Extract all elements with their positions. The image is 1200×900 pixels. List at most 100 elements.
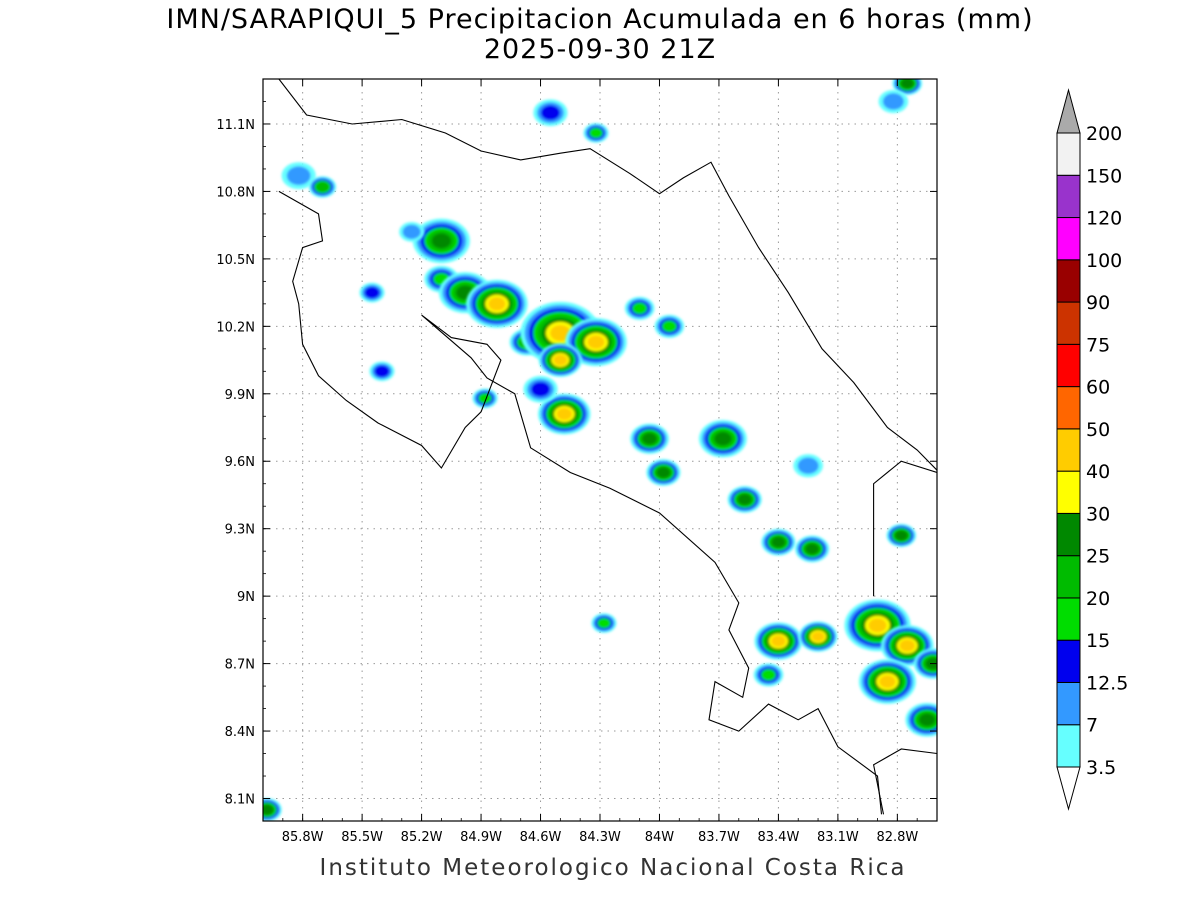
rain-cell xyxy=(399,222,425,242)
legend-swatch xyxy=(1056,512,1081,557)
legend-swatch xyxy=(1056,174,1081,219)
rain-cell xyxy=(793,454,823,478)
coastline xyxy=(278,79,937,471)
legend-level-label: 7 xyxy=(1086,715,1098,737)
rain-contour-25 xyxy=(642,433,657,445)
x-tick-label: 83.4W xyxy=(758,830,800,845)
x-tick-label: 83.7W xyxy=(698,830,740,845)
x-tick-label: 84W xyxy=(645,830,675,845)
coastline xyxy=(872,748,937,815)
y-tick-label: 8.4N xyxy=(225,725,255,740)
x-tick-label: 85.2W xyxy=(401,830,443,845)
legend-level-label: 3.5 xyxy=(1086,757,1116,779)
rain-contour-25 xyxy=(714,432,732,446)
rain-cell xyxy=(466,279,528,328)
coastline xyxy=(873,460,937,597)
rain-contour-40 xyxy=(587,335,605,349)
rain-contour-40 xyxy=(488,297,506,311)
x-tick-label: 84.3W xyxy=(579,830,621,845)
legend-level-label: 20 xyxy=(1086,588,1110,610)
rain-cell xyxy=(727,486,762,513)
y-tick-label: 9.9N xyxy=(225,388,255,403)
rain-cell xyxy=(798,621,838,652)
rain-cell xyxy=(754,622,803,660)
legend-swatch xyxy=(1056,132,1081,176)
legend-underflow-triangle xyxy=(1056,766,1081,811)
chart-title: IMN/SARAPIQUI_5 Precipitacion Acumulada … xyxy=(166,4,1034,35)
rain-cell xyxy=(753,663,784,687)
rain-cell xyxy=(412,218,470,264)
rain-contour-12-5 xyxy=(531,381,551,397)
rain-contour-15 xyxy=(632,302,648,315)
rain-contour-25 xyxy=(656,467,671,478)
rain-contour-40 xyxy=(553,354,568,366)
legend-level-label: 15 xyxy=(1086,630,1110,652)
legend-swatch xyxy=(1056,470,1081,514)
rain-contour-20 xyxy=(316,181,329,192)
rain-contour-15 xyxy=(597,617,611,629)
legend-swatch xyxy=(1056,301,1081,345)
legend-level-label: 12.5 xyxy=(1086,672,1128,694)
y-tick-label: 10.2N xyxy=(216,320,255,335)
rain-contour-15 xyxy=(478,393,492,404)
color-legend: 3.5 7 12.5 15 20 25 30 40 50 60 75 90 100 120 150 200 xyxy=(1056,88,1128,811)
legend-level-label: 50 xyxy=(1086,419,1110,441)
rain-cell xyxy=(538,393,591,435)
y-tick-label: 10.8N xyxy=(216,185,255,200)
rain-contour-25 xyxy=(737,494,752,505)
coastlines xyxy=(278,79,937,815)
x-tick-label: 84.9W xyxy=(460,830,502,845)
rain-cell xyxy=(858,659,916,704)
rain-cell xyxy=(538,343,583,378)
rain-contour-15 xyxy=(761,669,776,681)
coastline xyxy=(278,190,883,815)
legend-level-label: 200 xyxy=(1086,123,1122,145)
rain-contour-25 xyxy=(901,79,914,89)
y-tick-label: 8.1N xyxy=(225,793,255,808)
rain-contour-40 xyxy=(868,618,887,633)
legend-swatch xyxy=(1056,639,1081,683)
precipitation-field xyxy=(263,79,937,821)
rain-contour-25 xyxy=(919,713,935,726)
rain-cell xyxy=(281,162,316,190)
rain-contour-7 xyxy=(402,224,421,239)
rain-contour-7 xyxy=(286,166,311,185)
rain-cell xyxy=(472,388,498,409)
legend-level-label: 30 xyxy=(1086,503,1110,525)
legend-swatch xyxy=(1056,259,1081,303)
y-tick-label: 9.3N xyxy=(225,523,255,538)
rain-cell xyxy=(533,99,568,127)
rain-contour-12-5 xyxy=(540,105,560,121)
latitude-axis: 8.1N 8.4N 8.7N 9N 9.3N 9.6N 9.9N 10.2N 10.5N 10.8… xyxy=(216,78,937,822)
rain-contour-40 xyxy=(556,408,573,421)
legend-swatch xyxy=(1056,597,1081,641)
rain-cell xyxy=(523,375,558,403)
rain-contour-15 xyxy=(661,320,677,333)
x-tick-label: 85.5W xyxy=(341,830,383,845)
rain-cell xyxy=(886,523,917,548)
longitude-axis: 85.8W 85.5W 85.2W 84.9W 84.6W 84.3W 84W 83.7W 83… xyxy=(262,79,938,845)
y-tick-label: 11.1N xyxy=(216,118,255,133)
rain-cell xyxy=(263,798,282,821)
rain-contour-25 xyxy=(895,530,908,541)
rain-cell xyxy=(905,702,937,737)
footer-credit: Instituto Meteorologico Nacional Costa R… xyxy=(319,855,907,881)
rain-cell xyxy=(698,420,747,458)
legend-swatch xyxy=(1056,555,1081,599)
legend-swatch xyxy=(1056,217,1081,261)
x-tick-label: 84.6W xyxy=(520,830,562,845)
rain-cell xyxy=(892,79,923,96)
rain-contour-12-5 xyxy=(364,286,380,299)
rain-cell xyxy=(591,613,617,633)
x-tick-label: 83.1W xyxy=(817,830,859,845)
map-grid xyxy=(263,79,937,821)
legend-level-label: 75 xyxy=(1086,334,1110,356)
legend-swatch xyxy=(1056,386,1081,430)
x-tick-label: 85.8W xyxy=(282,830,324,845)
rain-contour-40 xyxy=(899,639,915,652)
y-tick-label: 9.6N xyxy=(225,455,255,470)
y-tick-label: 8.7N xyxy=(225,658,255,673)
legend-level-label: 60 xyxy=(1086,377,1110,399)
rain-cell xyxy=(794,535,830,563)
